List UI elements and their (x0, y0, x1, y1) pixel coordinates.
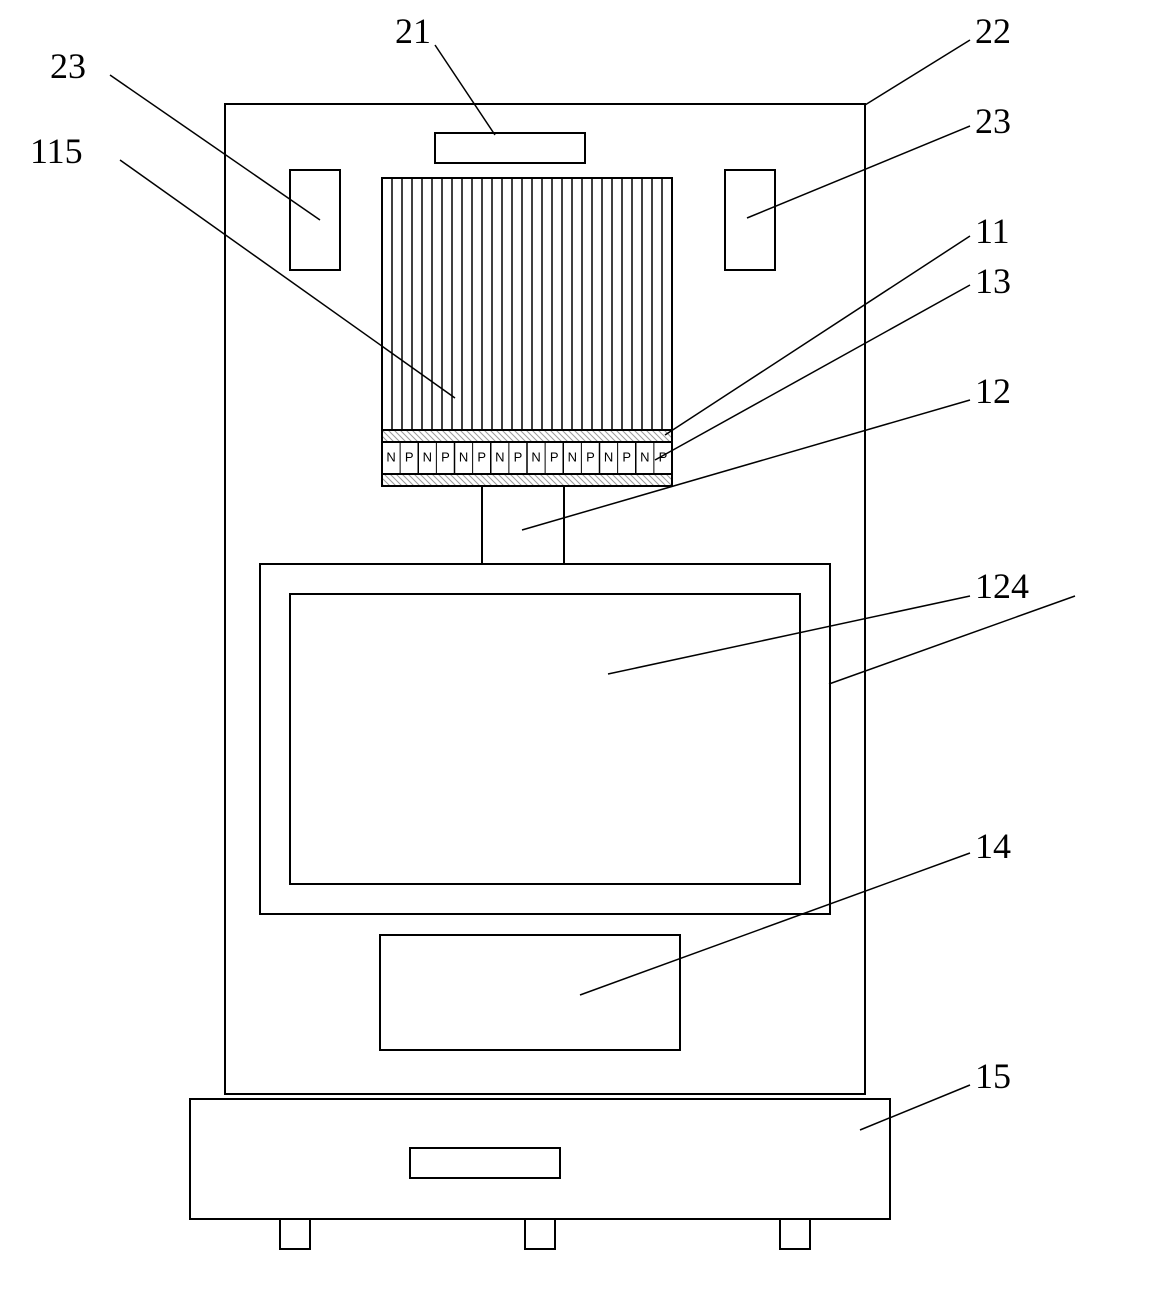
svg-text:P: P (550, 449, 559, 464)
svg-text:N: N (568, 449, 577, 464)
svg-text:N: N (531, 449, 540, 464)
diagram-container: NPNPNPNPNPNPNPNP 21 22 23 23 115 11 13 1… (0, 0, 1158, 1314)
label-14: 14 (975, 825, 1011, 867)
label-22: 22 (975, 10, 1011, 52)
svg-text:P: P (477, 449, 486, 464)
label-23-left: 23 (50, 45, 86, 87)
shapes-group: NPNPNPNPNPNPNPNP (190, 104, 890, 1249)
label-115: 115 (30, 130, 83, 172)
label-21: 21 (395, 10, 431, 52)
svg-text:N: N (423, 449, 432, 464)
svg-text:N: N (459, 449, 468, 464)
diagram-svg: NPNPNPNPNPNPNPNP (0, 0, 1158, 1314)
svg-text:P: P (514, 449, 523, 464)
svg-text:P: P (622, 449, 631, 464)
svg-text:P: P (441, 449, 450, 464)
svg-text:N: N (495, 449, 504, 464)
svg-text:N: N (604, 449, 613, 464)
svg-text:P: P (586, 449, 595, 464)
label-11: 11 (975, 210, 1010, 252)
label-13: 13 (975, 260, 1011, 302)
svg-text:N: N (640, 449, 649, 464)
label-12: 12 (975, 370, 1011, 412)
label-15: 15 (975, 1055, 1011, 1097)
label-23-right: 23 (975, 100, 1011, 142)
svg-text:P: P (405, 449, 414, 464)
svg-text:N: N (386, 449, 395, 464)
label-124: 124 (975, 565, 1029, 607)
